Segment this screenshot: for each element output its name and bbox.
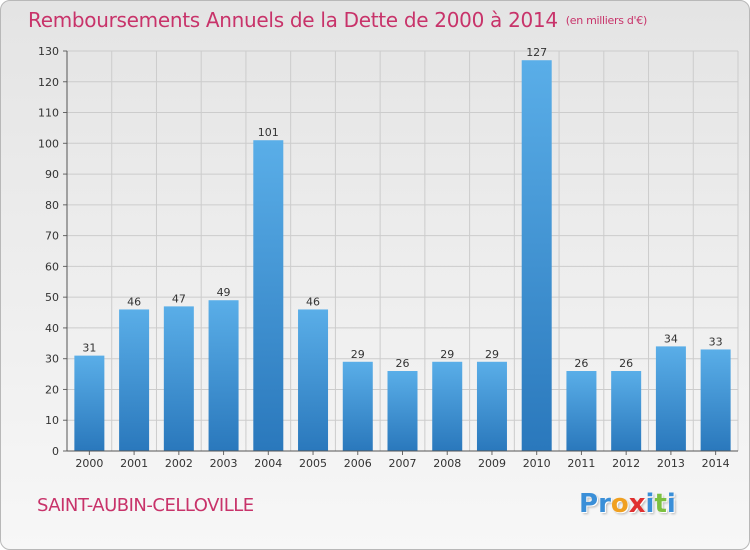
logo-letter: o bbox=[610, 489, 629, 519]
y-tick-label: 30 bbox=[45, 353, 59, 366]
y-tick-label: 110 bbox=[38, 107, 59, 120]
x-tick-label: 2004 bbox=[254, 457, 282, 470]
value-label: 46 bbox=[127, 295, 141, 308]
chart-subtitle: (en milliers d'€) bbox=[565, 14, 647, 27]
bar[interactable] bbox=[611, 371, 642, 451]
axes bbox=[63, 50, 738, 455]
bar[interactable] bbox=[700, 349, 731, 451]
x-tick-label: 2008 bbox=[433, 457, 461, 470]
value-label: 29 bbox=[485, 348, 499, 361]
value-label: 46 bbox=[306, 295, 320, 308]
value-label: 101 bbox=[258, 126, 279, 139]
x-tick-label: 2007 bbox=[389, 457, 417, 470]
y-tick-label: 120 bbox=[38, 76, 59, 89]
chart-title-text: Remboursements Annuels de la Dette de 20… bbox=[28, 8, 558, 32]
value-label: 26 bbox=[396, 357, 410, 370]
bar[interactable] bbox=[163, 306, 194, 451]
y-tick-label: 100 bbox=[38, 137, 59, 150]
bar[interactable] bbox=[432, 361, 463, 451]
commune-name: SAINT-AUBIN-CELLOVILLE bbox=[37, 495, 254, 516]
labels: 0 10 20 30 40 50 60 70 80 90 100 110 120 130 31 2000 46 2… bbox=[38, 45, 730, 470]
x-tick-label: 2002 bbox=[165, 457, 193, 470]
logo-letter: r bbox=[598, 489, 611, 519]
y-tick-label: 10 bbox=[45, 414, 59, 427]
x-tick-label: 2000 bbox=[75, 457, 103, 470]
x-tick-label: 2005 bbox=[299, 457, 327, 470]
value-label: 26 bbox=[619, 357, 633, 370]
y-tick-label: 20 bbox=[45, 383, 59, 396]
bar[interactable] bbox=[342, 361, 373, 451]
chart-title: Remboursements Annuels de la Dette de 20… bbox=[28, 8, 647, 32]
y-tick-label: 90 bbox=[45, 168, 59, 181]
bar[interactable] bbox=[253, 140, 284, 451]
logo-letter: P bbox=[579, 489, 599, 519]
value-label: 47 bbox=[172, 292, 186, 305]
value-label: 127 bbox=[526, 46, 547, 59]
y-tick-label: 80 bbox=[45, 199, 59, 212]
logo-letter: x bbox=[628, 489, 646, 519]
bar[interactable] bbox=[566, 371, 597, 451]
logo-letter: i bbox=[666, 489, 676, 519]
bar[interactable] bbox=[476, 361, 507, 451]
logo-letter: i bbox=[645, 489, 655, 519]
bar[interactable] bbox=[208, 300, 239, 451]
x-tick-label: 2010 bbox=[523, 457, 551, 470]
x-tick-label: 2006 bbox=[344, 457, 372, 470]
logo-letter: t bbox=[654, 489, 667, 519]
y-tick-label: 70 bbox=[45, 230, 59, 243]
value-label: 33 bbox=[709, 335, 723, 348]
bar[interactable] bbox=[521, 60, 552, 451]
proxiti-logo[interactable]: Proxiti bbox=[579, 489, 676, 519]
bar[interactable] bbox=[74, 355, 105, 451]
y-tick-label: 50 bbox=[45, 291, 59, 304]
x-tick-label: 2001 bbox=[120, 457, 148, 470]
x-tick-label: 2014 bbox=[702, 457, 730, 470]
x-tick-label: 2009 bbox=[478, 457, 506, 470]
bar[interactable] bbox=[655, 346, 686, 451]
value-label: 49 bbox=[217, 286, 231, 299]
x-tick-label: 2013 bbox=[657, 457, 685, 470]
value-label: 34 bbox=[664, 332, 678, 345]
value-label: 29 bbox=[440, 348, 454, 361]
bar[interactable] bbox=[387, 371, 418, 451]
bar[interactable] bbox=[119, 309, 150, 451]
x-tick-label: 2011 bbox=[567, 457, 595, 470]
value-label: 26 bbox=[574, 357, 588, 370]
y-tick-label: 60 bbox=[45, 260, 59, 273]
x-tick-label: 2003 bbox=[210, 457, 238, 470]
bars bbox=[74, 60, 731, 451]
y-tick-label: 0 bbox=[52, 445, 59, 458]
bar[interactable] bbox=[298, 309, 329, 451]
y-tick-label: 40 bbox=[45, 322, 59, 335]
x-tick-label: 2012 bbox=[612, 457, 640, 470]
value-label: 31 bbox=[82, 342, 96, 355]
y-tick-label: 130 bbox=[38, 45, 59, 58]
value-label: 29 bbox=[351, 348, 365, 361]
